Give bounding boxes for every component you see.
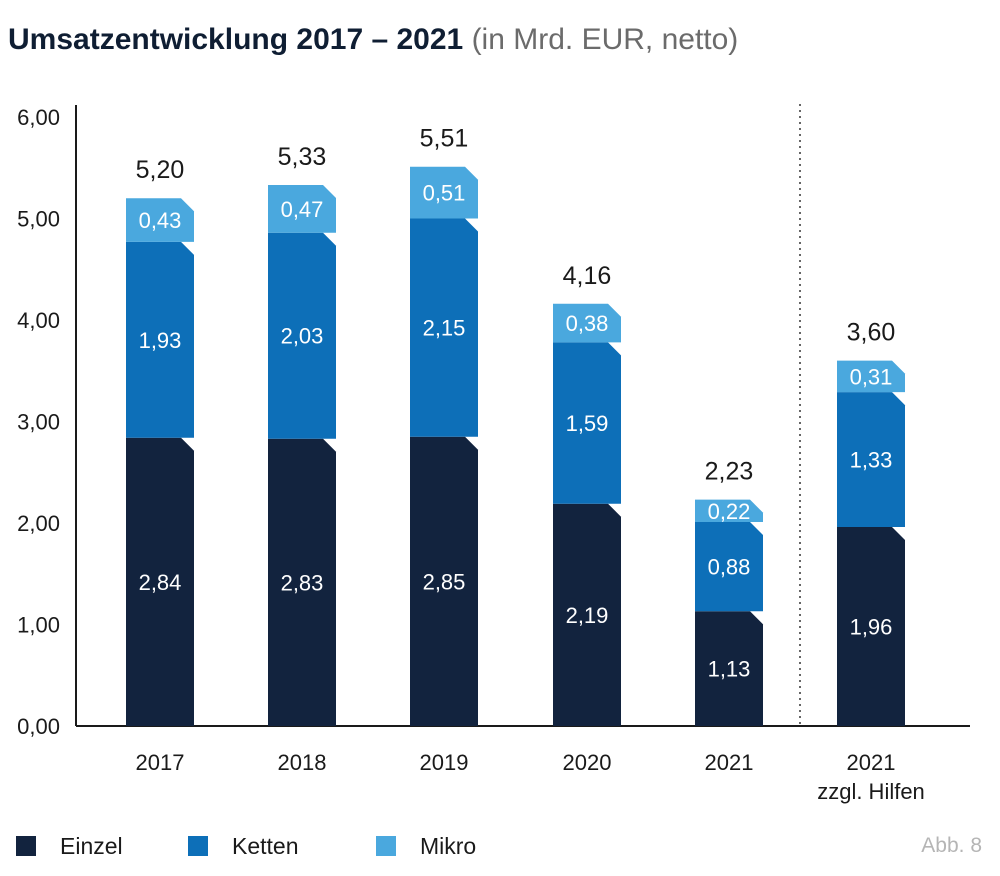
y-tick-label: 5,00	[17, 207, 60, 232]
bar-segment-mikro	[837, 360, 905, 393]
bar-segment-einzel	[268, 438, 336, 726]
x-tick-label: 2019	[420, 750, 469, 775]
y-tick-label: 1,00	[17, 613, 60, 638]
x-tick-label: 2018	[278, 750, 327, 775]
stacked-bar-chart: 0,00 1,00 2,00 3,00 4,00 5,00 6,00 2,84 1,93 0,43…	[17, 104, 970, 804]
y-tick-label: 6,00	[17, 105, 60, 130]
bar-segment-ketten	[695, 521, 763, 612]
bar-segment-ketten	[126, 241, 194, 438]
bar-value-label-mikro: 0,22	[708, 499, 751, 524]
bar-value-label-einzel: 2,84	[139, 570, 182, 595]
bar-value-label-ketten: 1,59	[566, 411, 609, 436]
bar-segment-mikro	[126, 198, 194, 242]
bar-segment-ketten	[410, 218, 478, 437]
bar-value-label-mikro: 0,31	[850, 364, 893, 389]
x-tick-label: 2020	[563, 750, 612, 775]
bar-value-label-einzel: 1,13	[708, 657, 751, 682]
legend-label-mikro: Mikro	[420, 832, 477, 859]
bar-value-label-mikro: 0,38	[566, 311, 609, 336]
bar-value-label-einzel: 2,19	[566, 603, 609, 628]
bar-segment-einzel	[553, 503, 621, 726]
legend-swatch-mikro	[376, 836, 396, 856]
chart-title-unit: (in Mrd. EUR, netto)	[471, 23, 739, 56]
bar-value-label-ketten: 1,93	[139, 328, 182, 353]
bar-segment-einzel	[410, 436, 478, 726]
bar-segment-einzel	[126, 437, 194, 726]
bar-segment-ketten	[553, 342, 621, 504]
legend-swatch-ketten	[188, 836, 208, 856]
legend: Einzel Ketten Mikro	[16, 830, 916, 862]
legend-label-ketten: Ketten	[232, 832, 299, 859]
x-tick-label: 2021	[847, 750, 896, 775]
legend-item-mikro: Mikro	[376, 830, 476, 862]
bar-segment-mikro	[695, 499, 763, 522]
bar-value-label-einzel: 1,96	[850, 615, 893, 640]
legend-item-ketten: Ketten	[188, 830, 299, 862]
legend-item-einzel: Einzel	[16, 830, 123, 862]
chart-title: Umsatzentwicklung 2017 – 2021 (in Mrd. E…	[8, 20, 738, 60]
y-tick-label: 4,00	[17, 308, 60, 333]
bar-segment-ketten	[837, 392, 905, 528]
legend-label-einzel: Einzel	[60, 832, 123, 859]
y-tick-label: 2,00	[17, 511, 60, 536]
bar-value-label-ketten: 2,15	[423, 316, 466, 341]
bar-value-label-einzel: 2,83	[281, 570, 324, 595]
bar-value-label-mikro: 0,47	[281, 197, 324, 222]
chart-title-main: Umsatzentwicklung 2017 – 2021	[8, 23, 464, 56]
bar-value-label-mikro: 0,51	[423, 181, 466, 206]
bar-value-label-ketten: 0,88	[708, 555, 751, 580]
bar-total-label: 3,60	[847, 319, 896, 347]
bar-total-label: 5,33	[278, 143, 327, 171]
x-tick-label: zzgl. Hilfen	[817, 779, 925, 804]
bar-segment-ketten	[268, 232, 336, 439]
y-tick-label: 0,00	[17, 714, 60, 739]
bar-value-label-ketten: 2,03	[281, 324, 324, 349]
bar-total-label: 2,23	[705, 458, 754, 486]
figure-reference: Abb. 8	[921, 834, 982, 857]
bar-total-label: 5,51	[420, 125, 469, 153]
bar-segment-einzel	[837, 527, 905, 726]
bar-segment-einzel	[695, 611, 763, 726]
x-tick-label: 2017	[136, 750, 185, 775]
y-tick-label: 3,00	[17, 410, 60, 435]
bar-segment-mikro	[410, 166, 478, 219]
bar-segment-mikro	[268, 185, 336, 233]
bar-total-label: 4,16	[563, 262, 612, 290]
bar-value-label-einzel: 2,85	[423, 569, 466, 594]
bar-total-label: 5,20	[136, 156, 185, 184]
x-tick-label: 2021	[705, 750, 754, 775]
legend-swatch-einzel	[16, 836, 36, 856]
bar-value-label-mikro: 0,43	[139, 208, 182, 233]
bar-segment-mikro	[553, 303, 621, 343]
bar-value-label-ketten: 1,33	[850, 448, 893, 473]
